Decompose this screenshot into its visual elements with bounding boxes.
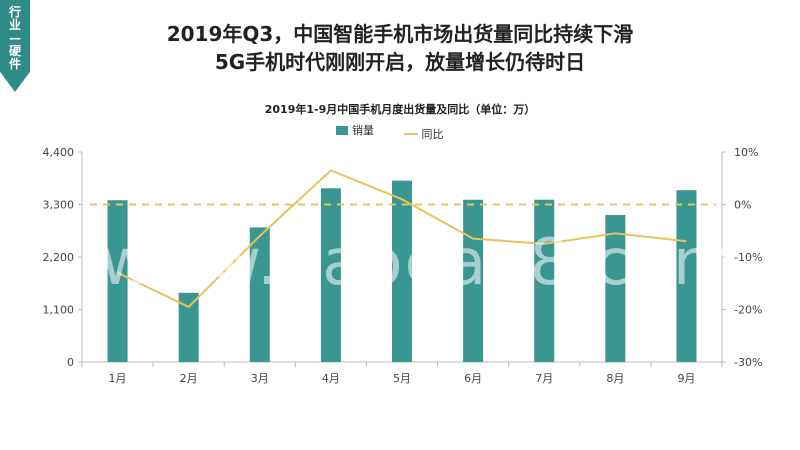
y-right-tick-label: -10% — [734, 251, 762, 264]
bar-1 — [107, 200, 128, 362]
headline-line-1: 2019年Q3，中国智能手机市场出货量同比持续下滑 — [166, 22, 634, 46]
x-tick-label: 8月 — [606, 372, 624, 385]
legend-swatch-bar — [336, 125, 348, 135]
x-tick-label: 3月 — [251, 372, 269, 385]
x-tick-label: 7月 — [535, 372, 553, 385]
y-right-tick-label: 0% — [734, 199, 751, 212]
x-tick-label: 4月 — [322, 372, 340, 385]
y-right-tick-label: 10% — [734, 146, 758, 159]
section-tag-text: 行业—硬件 — [8, 5, 21, 71]
bar-8 — [605, 215, 626, 362]
x-tick-label: 5月 — [393, 372, 411, 385]
yoy-line — [117, 169, 687, 309]
y-left-tick-label: 1,100 — [43, 304, 75, 317]
x-tick-label: 6月 — [464, 372, 482, 385]
legend-item-bar: 销量 — [336, 122, 374, 138]
bar-3 — [249, 227, 270, 362]
section-tag: 行业—硬件 — [0, 0, 30, 92]
y-right-tick-label: -30% — [734, 356, 762, 369]
bar-6 — [463, 199, 484, 362]
bar-9 — [676, 190, 697, 362]
legend-label-line: 同比 — [421, 127, 444, 141]
y-left-tick-label: 2,200 — [43, 251, 75, 264]
legend-swatch-line — [403, 132, 418, 135]
x-tick-label: 1月 — [109, 372, 127, 385]
y-left-tick-label: 4,400 — [43, 146, 75, 159]
bar-7 — [534, 199, 555, 362]
legend-label-bar: 销量 — [352, 124, 374, 137]
y-left-tick-label: 3,300 — [43, 199, 75, 212]
chart-legend: 销量 同比 — [336, 122, 470, 142]
bar-4 — [320, 188, 341, 362]
legend-item-line: 同比 — [403, 126, 444, 142]
bar-5 — [392, 180, 412, 362]
headline-line-2: 5G手机时代刚刚开启，放量增长仍待时日 — [214, 50, 586, 74]
y-left-tick-label: 0 — [67, 356, 74, 369]
x-tick-label: 9月 — [677, 372, 695, 385]
chart-title: 2019年1-9月中国手机月度出货量及同比（单位：万） — [264, 103, 536, 116]
bar-2 — [178, 292, 199, 362]
x-tick-label: 2月 — [180, 372, 198, 385]
y-right-tick-label: -20% — [734, 304, 762, 317]
